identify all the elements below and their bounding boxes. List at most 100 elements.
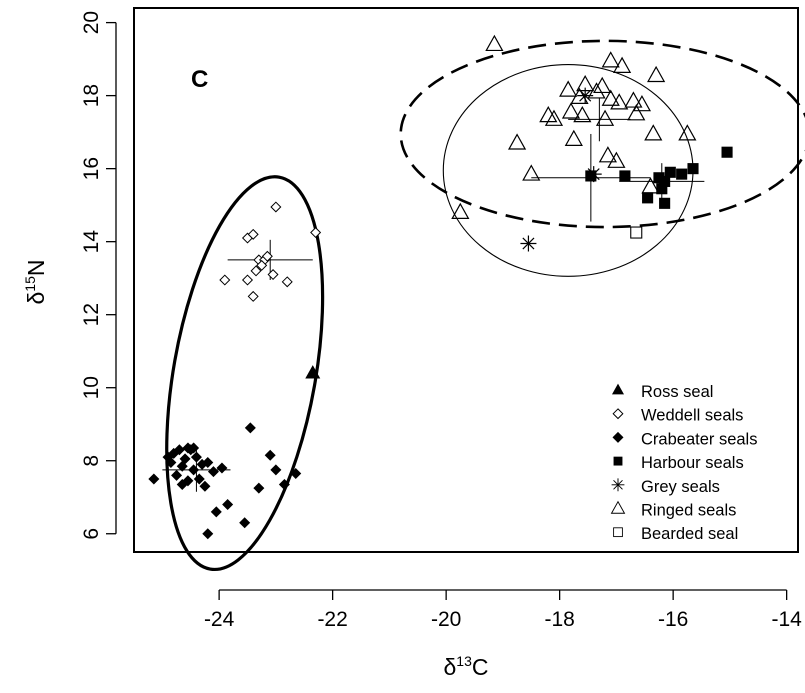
point-ringed-seals-shape xyxy=(507,133,527,150)
point-ringed-seals xyxy=(678,124,697,141)
point-crabeater-seals-shape xyxy=(171,469,183,481)
point-ringed-seals-shape xyxy=(601,51,620,68)
point-crabeater-seals-shape xyxy=(222,499,234,511)
point-ringed-seals xyxy=(561,102,581,119)
x-tick-label: -20 xyxy=(431,608,461,631)
point-ringed-seals-shape xyxy=(644,124,663,141)
point-ringed-seals xyxy=(595,109,615,126)
point-harbour-seals-shape xyxy=(676,168,688,180)
point-crabeater-seals xyxy=(207,466,219,478)
y-tick-label: 20 xyxy=(80,11,103,34)
point-ringed-seals xyxy=(485,34,504,52)
point-ringed-seals xyxy=(539,105,558,123)
point-harbour-seals-shape xyxy=(653,172,665,184)
point-ringed-seals xyxy=(559,80,578,97)
point-bearded-seal-shape xyxy=(630,226,643,239)
point-crabeater-seals-shape xyxy=(173,444,185,456)
point-harbour-seals xyxy=(619,170,631,182)
point-weddell-seals-shape xyxy=(267,269,279,281)
point-weddell-seals xyxy=(281,276,293,288)
point-ringed-seals xyxy=(507,133,527,150)
point-ringed-seals-shape xyxy=(485,34,504,52)
y-axis-title: δ15N xyxy=(22,259,49,304)
x-axis-title: δ13C xyxy=(443,653,488,680)
legend-label-grey-seals: Grey seals xyxy=(641,478,720,496)
point-harbour-seals-shape xyxy=(687,163,699,175)
legend-label-harbour-seals: Harbour seals xyxy=(641,454,744,472)
point-crabeater-seals-shape xyxy=(239,517,251,529)
point-crabeater-seals xyxy=(176,478,188,490)
point-weddell-seals xyxy=(256,259,268,271)
point-crabeater-seals xyxy=(264,449,276,461)
legend-marker-ringed-seals-shape xyxy=(610,500,626,514)
point-crabeater-seals xyxy=(165,457,177,469)
point-harbour-seals-shape xyxy=(664,166,676,178)
point-harbour-seals xyxy=(664,166,676,178)
point-harbour-seals-shape xyxy=(619,170,631,182)
point-ringed-seals-shape xyxy=(601,89,620,106)
point-weddell-seals-shape xyxy=(250,265,262,277)
point-crabeater-seals xyxy=(173,444,185,456)
error-crosses xyxy=(162,97,705,492)
data-points xyxy=(148,34,733,540)
legend-entry-crabeater-seals: Crabeater seals xyxy=(612,430,757,448)
point-crabeater-seals xyxy=(253,482,265,494)
point-ringed-seals xyxy=(570,87,589,104)
point-crabeater-seals xyxy=(239,517,251,529)
point-ringed-seals xyxy=(544,109,564,126)
point-ringed-seals xyxy=(607,151,626,168)
point-grey-seals xyxy=(585,166,602,183)
legend-label-ringed-seals: Ringed seals xyxy=(641,502,736,520)
legend-label-weddell-seals: Weddell seals xyxy=(641,407,743,425)
legend-marker-weddell-seals-shape xyxy=(612,408,624,420)
point-crabeater-seals-shape xyxy=(193,473,205,485)
legend-marker-crabeater-seals xyxy=(612,431,624,443)
point-crabeater-seals xyxy=(202,528,214,540)
point-harbour-seals xyxy=(676,168,688,180)
point-crabeater-seals-shape xyxy=(176,460,188,472)
point-ringed-seals-shape xyxy=(559,80,578,97)
point-weddell-seals-shape xyxy=(261,250,273,262)
point-crabeater-seals xyxy=(290,467,302,480)
legend: Ross seal Weddell seals Crabeater seals Har… xyxy=(610,383,757,543)
point-crabeater-seals-shape xyxy=(176,478,188,490)
point-crabeater-seals xyxy=(171,469,183,481)
y-tick-label: 18 xyxy=(80,84,103,107)
point-ringed-seals xyxy=(624,91,643,108)
point-crabeater-seals-shape xyxy=(216,462,228,474)
group-ellipse-solid-thick xyxy=(165,175,325,572)
legend-marker-crabeater-seals-shape xyxy=(612,431,624,443)
point-crabeater-seals xyxy=(182,475,194,487)
point-weddell-seals-shape xyxy=(247,290,259,302)
confidence-ellipses xyxy=(165,39,805,572)
point-ringed-seals-shape xyxy=(561,102,581,119)
point-ringed-seals-shape xyxy=(595,109,615,126)
x-tick-label: -22 xyxy=(317,608,347,631)
point-bearded-seal xyxy=(630,226,643,239)
point-crabeater-seals-shape xyxy=(202,528,214,540)
point-weddell-seals xyxy=(241,274,254,286)
point-weddell-seals-shape xyxy=(247,228,259,240)
legend-label-bearded-seal: Bearded seal xyxy=(641,525,738,543)
point-crabeater-seals-shape xyxy=(244,422,256,434)
point-crabeater-seals xyxy=(270,464,282,476)
point-weddell-seals-shape xyxy=(241,274,254,286)
point-weddell-seals-shape xyxy=(219,274,231,286)
point-ringed-seals-shape xyxy=(570,87,589,104)
point-crabeater-seals xyxy=(190,451,202,463)
y-tick-label: 10 xyxy=(80,376,103,399)
point-ringed-seals xyxy=(522,164,541,181)
point-crabeater-seals xyxy=(202,457,214,469)
point-crabeater-seals xyxy=(179,453,191,465)
point-ringed-seals xyxy=(601,51,620,68)
legend-marker-grey-seals-stroke xyxy=(613,479,623,490)
x-tick-label: -24 xyxy=(204,608,235,631)
point-crabeater-seals xyxy=(210,506,222,518)
point-crabeater-seals xyxy=(216,462,228,474)
point-ringed-seals xyxy=(593,76,612,94)
point-weddell-seals xyxy=(219,274,231,286)
point-ringed-seals-shape xyxy=(610,93,629,110)
x-tick-label: -14 xyxy=(771,608,802,631)
point-ringed-seals-shape xyxy=(678,124,697,141)
point-crabeater-seals xyxy=(199,480,211,492)
